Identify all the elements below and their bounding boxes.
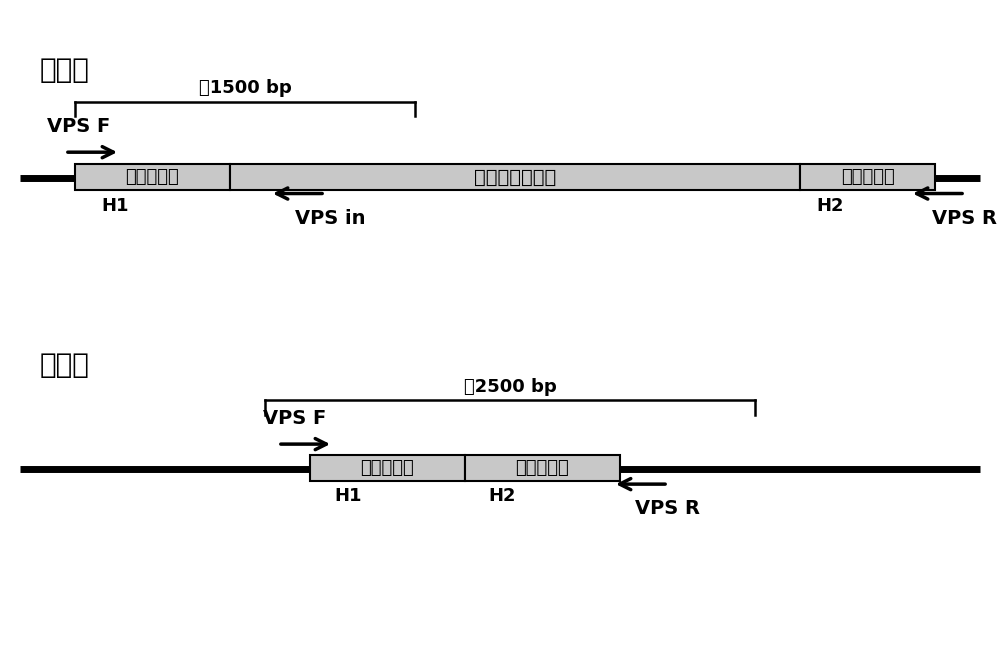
Text: 下游同源臂: 下游同源臂 xyxy=(841,168,895,186)
Text: H2: H2 xyxy=(816,197,844,215)
Bar xyxy=(230,164,800,190)
Bar xyxy=(465,455,620,481)
Text: 下游同源臂: 下游同源臂 xyxy=(515,459,569,477)
Text: VPS in: VPS in xyxy=(295,209,366,228)
Bar xyxy=(310,455,465,481)
Text: 约2500 bp: 约2500 bp xyxy=(464,378,556,396)
Text: 待敲除目的基因: 待敲除目的基因 xyxy=(474,168,556,186)
Text: 上游同源臂: 上游同源臂 xyxy=(125,168,179,186)
Text: VPS R: VPS R xyxy=(932,209,997,228)
Text: H1: H1 xyxy=(334,487,362,505)
Text: 敲除前: 敲除前 xyxy=(40,56,90,84)
Text: 约1500 bp: 约1500 bp xyxy=(199,79,291,97)
Text: H1: H1 xyxy=(101,197,129,215)
Text: VPS F: VPS F xyxy=(47,117,110,136)
Text: VPS R: VPS R xyxy=(635,499,700,518)
Text: VPS F: VPS F xyxy=(263,409,326,428)
Bar xyxy=(800,164,935,190)
Text: 敲除后: 敲除后 xyxy=(40,351,90,379)
Bar xyxy=(75,164,230,190)
Text: H2: H2 xyxy=(488,487,516,505)
Text: 上游同源臂: 上游同源臂 xyxy=(360,459,414,477)
